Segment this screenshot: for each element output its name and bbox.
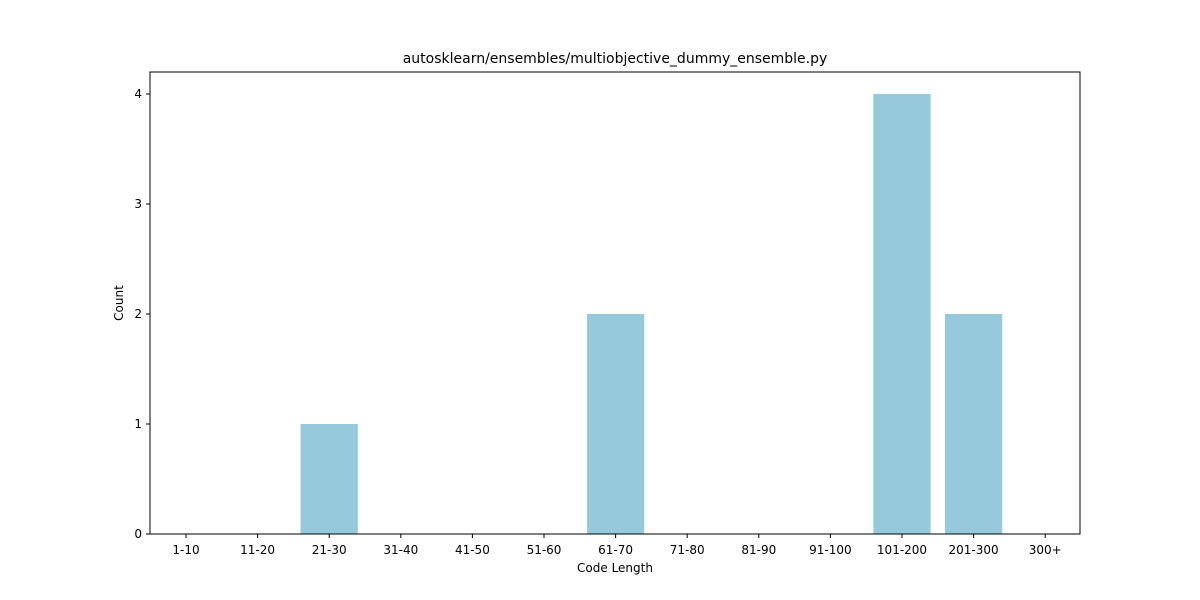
x-tick-label: 71-80 xyxy=(670,543,705,557)
x-axis-label: Code Length xyxy=(577,561,653,575)
chart-title: autosklearn/ensembles/multiobjective_dum… xyxy=(403,51,828,67)
x-tick-label: 61-70 xyxy=(598,543,633,557)
x-tick-label: 31-40 xyxy=(383,543,418,557)
y-tick-label: 1 xyxy=(134,417,142,431)
x-tick-label: 81-90 xyxy=(741,543,776,557)
x-tick-label: 101-200 xyxy=(877,543,927,557)
x-tick-label: 11-20 xyxy=(240,543,275,557)
x-tick-label: 21-30 xyxy=(312,543,347,557)
x-tick-label: 300+ xyxy=(1029,543,1062,557)
bars-group xyxy=(300,94,1003,534)
x-tick-label: 201-300 xyxy=(949,543,999,557)
bar-61-70 xyxy=(586,314,645,534)
plot-frame xyxy=(149,71,1081,535)
y-tick-label: 3 xyxy=(134,197,142,211)
y-tick-label: 0 xyxy=(134,527,142,541)
y-tick-label: 4 xyxy=(134,87,142,101)
x-tick-label: 41-50 xyxy=(455,543,490,557)
y-tick-label: 2 xyxy=(134,307,142,321)
x-tick-label: 91-100 xyxy=(809,543,852,557)
x-tick-label: 51-60 xyxy=(527,543,562,557)
bar-201-300 xyxy=(944,314,1003,534)
x-axis-ticks: 1-10 11-20 21-30 31-40 41-50 51-60 61-70 71-80 8… xyxy=(172,534,1062,557)
y-axis-label: Count xyxy=(112,285,126,321)
y-axis-ticks: 0 1 2 3 4 xyxy=(134,87,150,541)
bar-101-200 xyxy=(873,94,931,534)
x-tick-label: 1-10 xyxy=(172,543,199,557)
bar-21-30 xyxy=(300,424,358,534)
